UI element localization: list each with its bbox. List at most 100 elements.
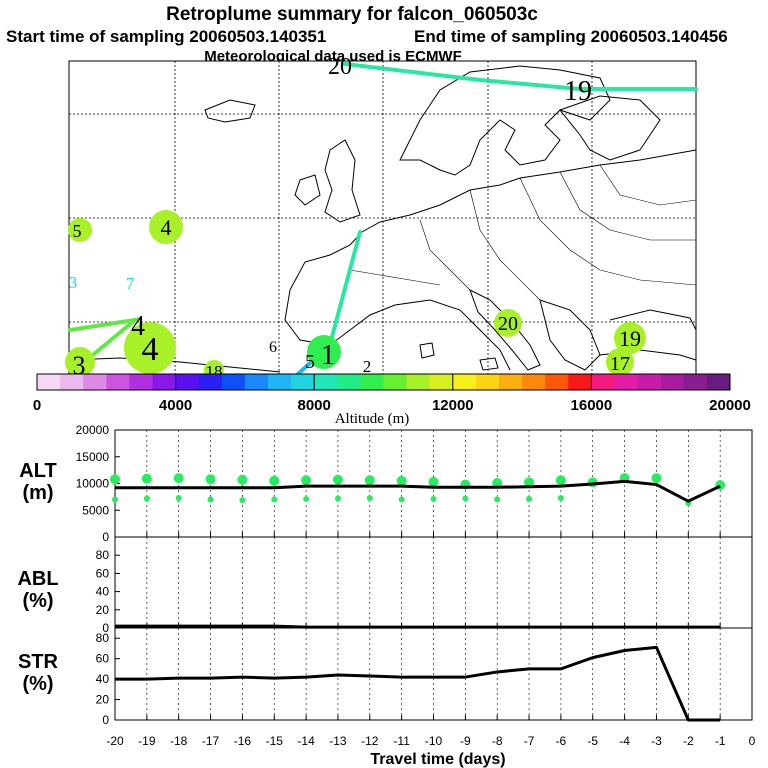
- colorbar-swatch: [499, 374, 523, 390]
- plume-dot: [428, 476, 439, 487]
- str-axis-label: STR: [18, 651, 59, 673]
- x-tick-label: -19: [138, 734, 156, 748]
- colorbar-swatch: [637, 374, 662, 390]
- x-tick-label: -9: [460, 734, 471, 748]
- plume-dot: [271, 496, 278, 503]
- plume-dot: [141, 473, 152, 484]
- traj-label: 17: [610, 353, 630, 375]
- x-tick-label: -15: [266, 734, 284, 748]
- colorbar-swatch: [360, 374, 384, 390]
- traj-label: 2: [363, 357, 372, 376]
- altitude-colorbar: 0 4000 8000 12000 16000 20000: [33, 373, 751, 414]
- panel-str: 0 20 40 60 80: [96, 627, 753, 727]
- cluster-circle: [494, 309, 522, 337]
- plume-dot: [143, 495, 150, 502]
- colorbar-swatch: [221, 374, 246, 390]
- colorbar-swatch: [406, 374, 431, 390]
- x-tick-label: -10: [425, 734, 443, 748]
- start-time-label: Start time of sampling 20060503.140351: [6, 27, 326, 46]
- cluster-circle: [614, 322, 646, 354]
- plume-dot: [524, 477, 535, 488]
- trajectory-lines: [68, 62, 698, 387]
- series-line-alt: [115, 479, 721, 503]
- traj-label: 5: [73, 221, 82, 241]
- y-tick-label: 15000: [76, 450, 110, 464]
- x-tick-label: -6: [556, 734, 567, 748]
- plume-dot: [175, 494, 182, 501]
- map-coastlines: [68, 65, 697, 373]
- x-tick-label: -14: [297, 734, 315, 748]
- x-tick-label: -7: [524, 734, 535, 748]
- colorbar-swatch: [660, 374, 685, 390]
- x-tick-label: -8: [492, 734, 503, 748]
- plume-dot: [555, 475, 566, 486]
- x-tick-label: -12: [361, 734, 379, 748]
- x-tick-label: -13: [329, 734, 347, 748]
- colorbar-tick-label: 16000: [571, 397, 613, 414]
- trajectory-labels: 20 19 5 4 3 7 4 3 4 18 6 5 1 2 20 19 17: [69, 54, 641, 381]
- y-tick-label: 0: [102, 530, 109, 544]
- colorbar-swatch: [268, 374, 292, 390]
- traj-label: 6: [269, 339, 277, 356]
- cluster-circle: [149, 210, 183, 244]
- colorbar-swatch: [314, 374, 338, 390]
- x-tick-label: -2: [683, 734, 694, 748]
- y-tick-label: 80: [96, 548, 110, 562]
- trajectory-line-west: [68, 316, 142, 366]
- colorbar-swatch: [83, 374, 107, 390]
- colorbar-title: Altitude (m): [335, 411, 410, 427]
- colorbar-swatch: [291, 374, 315, 390]
- str-axis-unit: (%): [22, 673, 53, 695]
- x-tick-label: -3: [651, 734, 662, 748]
- plume-dot: [398, 496, 405, 503]
- x-tick-label: -17: [202, 734, 220, 748]
- colorbar-swatch: [475, 374, 500, 390]
- plume-dot: [651, 473, 662, 484]
- colorbar-tick-label: 12000: [432, 397, 474, 414]
- colorbar-swatch: [106, 374, 130, 390]
- traj-label: 5: [305, 351, 315, 373]
- colorbar-swatch: [545, 374, 569, 390]
- time-series-panels: 05000100001500020000020406080020406080-2…: [76, 423, 756, 748]
- y-tick-label: 40: [96, 672, 110, 686]
- cluster-circle: [124, 322, 176, 374]
- plume-dot: [239, 497, 246, 504]
- colorbar-swatch: [683, 374, 708, 390]
- x-tick-label: -18: [170, 734, 188, 748]
- colorbar-swatch: [129, 374, 153, 390]
- map-panel: 20 19 5 4 3 7 4 3 4 18 6 5 1 2 20 19 17: [65, 54, 698, 387]
- traj-label: 4: [161, 215, 172, 240]
- colorbar-swatch: [522, 374, 546, 390]
- panel-abl: 0 20 40 60 80: [96, 536, 753, 635]
- colorbar-swatch: [614, 374, 639, 390]
- y-tick-label: 60: [96, 652, 110, 666]
- plume-dot: [364, 475, 375, 486]
- series-line-str: [115, 645, 721, 722]
- cluster-circle: [606, 348, 634, 376]
- colorbar-swatch: [383, 374, 408, 390]
- colorbar-tick-label: 20000: [709, 397, 751, 414]
- x-axis-title: Travel time (days): [370, 751, 505, 768]
- end-time-label: End time of sampling 20060503.140456: [414, 27, 728, 46]
- trajectory-line-north: [343, 62, 698, 91]
- traj-label: 20: [328, 54, 352, 80]
- x-tick-label: -11: [393, 734, 410, 748]
- colorbar-tick-label: 4000: [159, 397, 192, 414]
- panel-alt: 0 5000 10000 15000 20000: [76, 423, 753, 544]
- plume-dot: [366, 494, 373, 501]
- series-line-abl: [115, 624, 721, 629]
- colorbar-swatch: [337, 374, 361, 390]
- colorbar-swatch: [198, 374, 223, 390]
- plume-dot: [334, 495, 341, 502]
- plume-dot: [557, 494, 564, 501]
- cluster-circle: [307, 335, 341, 369]
- y-tick-label: 20: [96, 603, 110, 617]
- figure-title: Retroplume summary for falcon_060503c: [166, 4, 538, 25]
- plume-dot: [269, 475, 280, 486]
- y-tick-label: 60: [96, 566, 110, 580]
- y-tick-label: 5000: [82, 503, 109, 517]
- alt-axis-unit: (m): [22, 482, 53, 504]
- plume-dot: [492, 477, 503, 488]
- cluster-circle: [65, 347, 95, 377]
- traj-label: 4: [131, 311, 145, 342]
